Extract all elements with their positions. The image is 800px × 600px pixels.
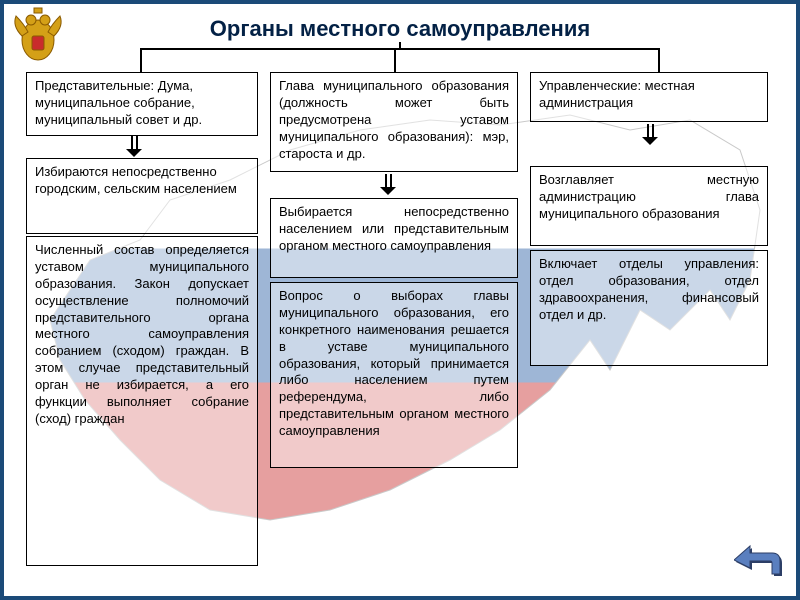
v-right — [658, 48, 660, 72]
v-left — [140, 48, 142, 72]
page-title: Органы местного самоуправления — [0, 16, 800, 42]
right-box-0: Управленческие: местная администрация — [530, 72, 768, 122]
v-center — [394, 48, 396, 72]
v-stem — [399, 42, 401, 50]
double-arrow-0 — [126, 136, 142, 157]
coat-of-arms-icon — [8, 6, 68, 66]
center-box-2: Вопрос о выборах главы муниципального об… — [270, 282, 518, 468]
center-box-0: Глава муниципального образования (должно… — [270, 72, 518, 172]
return-button[interactable] — [734, 540, 784, 584]
left-box-1: Избираются непосредственно городским, се… — [26, 158, 258, 234]
right-box-2: Включает отделы управления: отдел образо… — [530, 250, 768, 366]
double-arrow-2 — [642, 124, 658, 145]
right-box-1: Возглавляет местную администрацию глава … — [530, 166, 768, 246]
left-box-0: Представительные: Дума, муниципальное со… — [26, 72, 258, 136]
double-arrow-1 — [380, 174, 396, 195]
left-box-2: Численный состав определяется уставом му… — [26, 236, 258, 566]
center-box-1: Выбирается непосредственно населением ил… — [270, 198, 518, 278]
